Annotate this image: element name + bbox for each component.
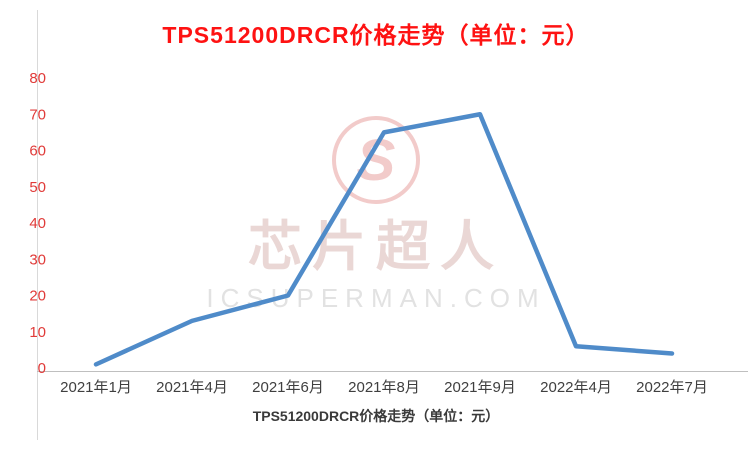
x-tick-label: 2022年7月 xyxy=(636,379,708,396)
y-tick-label: 20 xyxy=(29,288,46,305)
x-tick-label: 2021年1月 xyxy=(60,379,132,396)
y-tick-label: 10 xyxy=(29,324,46,341)
chart-title: TPS51200DRCR价格走势（单位：元） xyxy=(162,22,590,48)
price-line-series xyxy=(93,112,675,367)
y-tick-label: 50 xyxy=(29,179,46,196)
x-tick-label: 2022年4月 xyxy=(540,379,612,396)
y-tick-label: 70 xyxy=(29,106,46,123)
x-tick-label: 2021年6月 xyxy=(252,379,324,396)
y-tick-label: 80 xyxy=(29,70,46,87)
chart-caption: TPS51200DRCR价格走势（单位：元） xyxy=(252,408,500,424)
x-tick-label: 2021年4月 xyxy=(156,379,228,396)
x-tick-label: 2021年9月 xyxy=(444,379,516,396)
x-tick-label: 2021年8月 xyxy=(348,379,420,396)
y-tick-label: 40 xyxy=(29,215,46,232)
y-tick-label: 30 xyxy=(29,251,46,268)
y-tick-label: 60 xyxy=(29,143,46,160)
y-tick-label: 0 xyxy=(38,360,46,377)
